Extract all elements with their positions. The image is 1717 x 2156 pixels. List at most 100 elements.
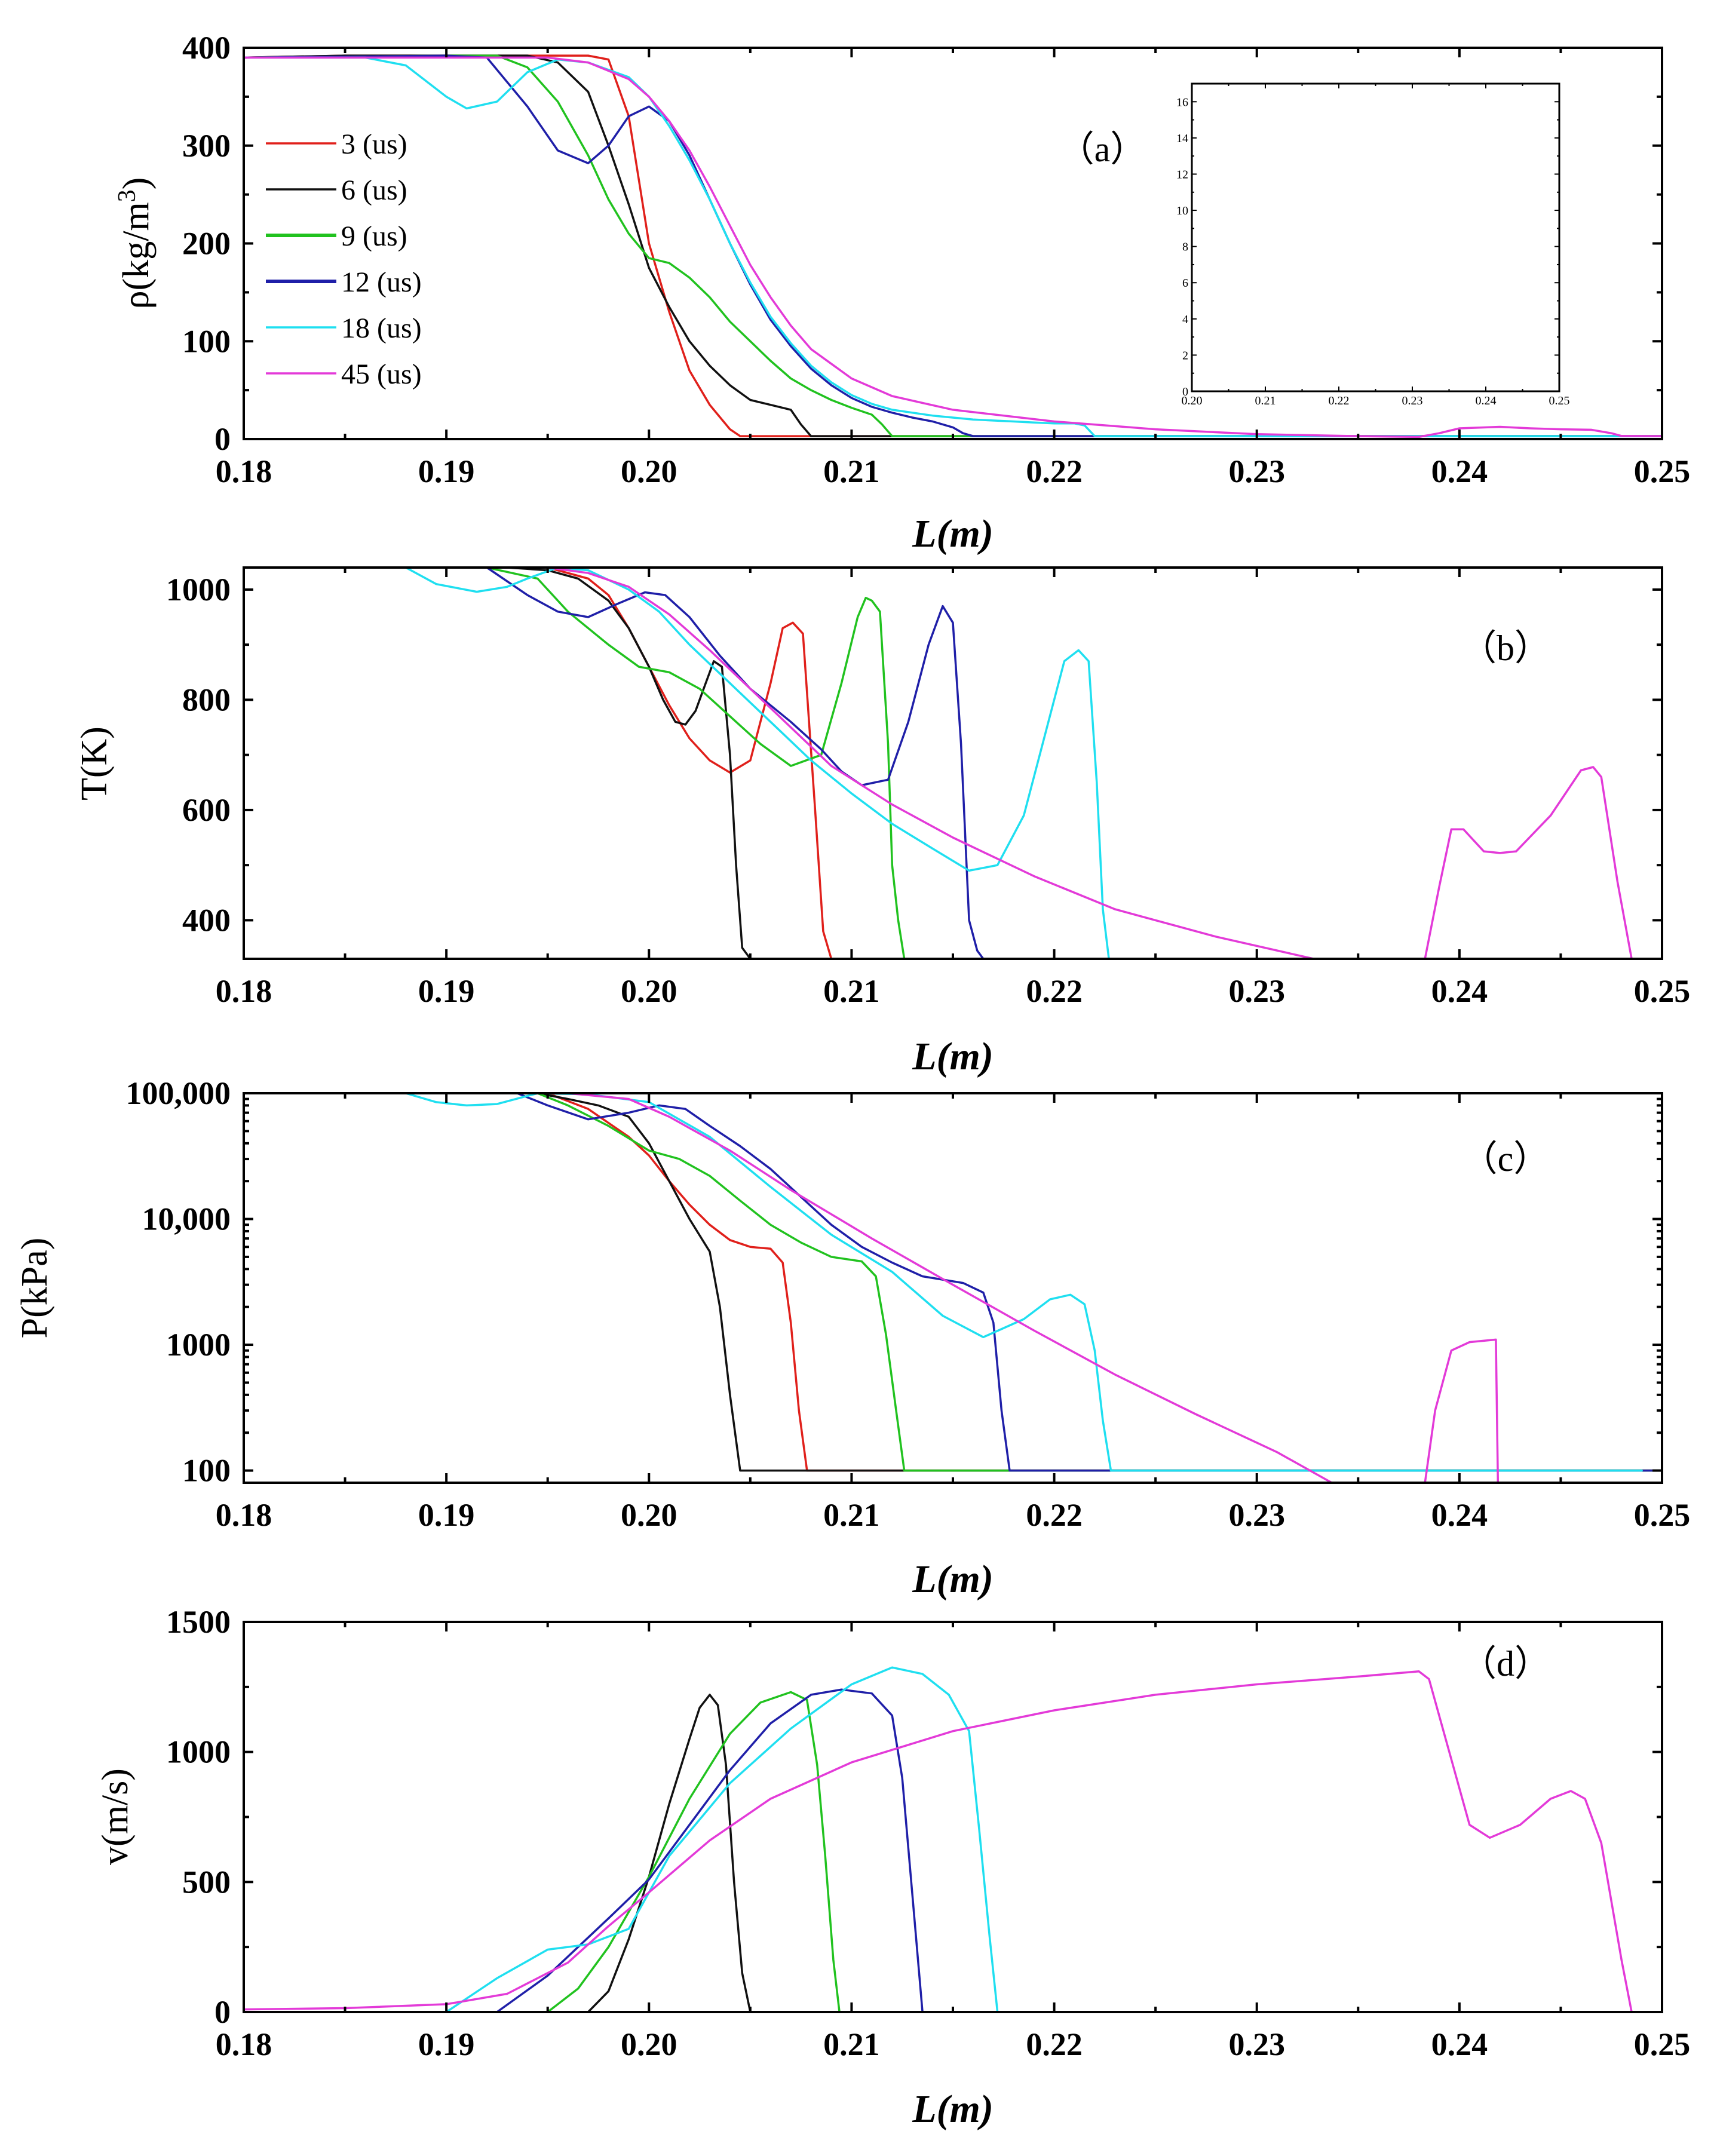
x-tick-label: 0.22 (1026, 1497, 1083, 1533)
y-tick-label: 100 (182, 323, 231, 359)
y-tick-label: 10,000 (142, 1201, 231, 1237)
panel-c: 0.18 0.19 0.20 0.21 0.22 0.23 0.24 0.25 100 1000 1… (14, 1075, 1690, 1601)
x-tick-label: 0.24 (1431, 973, 1488, 1009)
legend: 3 (us) 6 (us) 9 (us) 12 (us) 18 (us) 45 (us) (266, 128, 422, 390)
y-tick-label: 10 (1176, 204, 1188, 217)
y-tick-label: 1000 (166, 1327, 231, 1363)
panel-a-inset: 0.20 0.21 0.22 0.23 0.24 0.25 0 2 4 6 8 10 12 14 16 (1176, 82, 1570, 407)
x-tick-label: 0.21 (1255, 394, 1276, 407)
x-tick-label: 0.19 (418, 973, 475, 1009)
y-axis-title: ρ(kg/m3) (114, 177, 157, 309)
x-tick-label: 0.20 (621, 453, 677, 489)
x-tick-label: 0.23 (1228, 2026, 1285, 2062)
series-line-18-us (445, 1666, 999, 2012)
x-tick-label: 0.20 (621, 973, 677, 1009)
x-tick-label: 0.20 (621, 1497, 677, 1533)
x-tick-label: 0.25 (1549, 394, 1570, 407)
x-tick-label: 0.19 (418, 1497, 475, 1533)
y-tick-label: 4 (1182, 313, 1188, 326)
series-line-45-us (244, 56, 1662, 438)
y-tick-label: 500 (182, 1864, 231, 1900)
y-tick-label: 0 (214, 1994, 231, 2030)
series-line-18-us (244, 56, 1662, 437)
plot-frame (243, 1092, 1663, 1484)
legend-entry: 45 (us) (341, 358, 422, 390)
y-tick-label: 600 (182, 792, 231, 828)
y-tick-label: 100 (182, 1453, 231, 1489)
panel-label: （a） (1059, 130, 1146, 169)
y-tick-label: 1000 (166, 1734, 231, 1770)
series-line-45-us (566, 1092, 1500, 1483)
series-line-9-us (244, 54, 1662, 437)
x-tick-label: 0.18 (216, 453, 272, 489)
panel-b: 0.18 0.19 0.20 0.21 0.22 0.23 0.24 0.25 400 600 80… (74, 566, 1691, 1078)
x-tick-label: 0.22 (1329, 394, 1350, 407)
x-tick-label: 0.23 (1228, 973, 1285, 1009)
x-tick-label: 0.19 (418, 453, 475, 489)
x-axis-title: L(m) (912, 1557, 994, 1601)
x-tick-label: 0.23 (1228, 1497, 1285, 1533)
x-tick-label: 0.24 (1431, 453, 1488, 489)
x-tick-label: 0.21 (823, 973, 880, 1009)
legend-entry: 6 (us) (341, 174, 407, 206)
y-tick-label: 16 (1176, 96, 1188, 109)
series-line-6-us (244, 54, 1662, 437)
plot-frame (243, 1621, 1663, 2013)
series-line-45-us (244, 1670, 1633, 2012)
x-tick-label: 0.18 (216, 973, 272, 1009)
panel-label: （d） (1461, 1644, 1550, 1683)
series-line-6-us (587, 1694, 752, 2012)
x-tick-label: 0.20 (1182, 394, 1203, 407)
panel-d: 0.18 0.19 0.20 0.21 0.22 0.23 0.24 0.25 0 500 1000… (95, 1604, 1690, 2131)
series-group (404, 1092, 1662, 1483)
x-tick-label: 0.23 (1402, 394, 1423, 407)
x-axis-title: L(m) (912, 2087, 994, 2131)
series-line-9-us (536, 1092, 1662, 1472)
x-tick-label: 0.25 (1634, 2026, 1691, 2062)
y-tick-label: 800 (182, 682, 231, 717)
x-tick-label: 0.22 (1026, 453, 1083, 489)
y-tick-label: 1000 (166, 572, 231, 608)
legend-entry: 9 (us) (341, 220, 407, 252)
series-line-12-us (496, 1688, 924, 2012)
x-tick-label: 0.22 (1026, 2026, 1083, 2062)
y-axis-title: v(m/s) (95, 1768, 136, 1865)
series-line-45-us (546, 566, 1633, 959)
x-tick-label: 0.18 (216, 2026, 272, 2062)
plot-frame (1191, 82, 1560, 392)
series-line-6-us (506, 566, 752, 959)
x-tick-label: 0.25 (1634, 973, 1691, 1009)
series-line-12-us (516, 1092, 1662, 1472)
series-line-9-us (486, 566, 906, 959)
y-tick-label: 14 (1176, 132, 1188, 145)
x-tick-label: 0.24 (1431, 1497, 1488, 1533)
y-tick-label: 6 (1182, 277, 1188, 290)
x-tick-label: 0.22 (1026, 973, 1083, 1009)
y-tick-label: 0 (1182, 385, 1188, 398)
legend-entry: 3 (us) (341, 128, 407, 160)
y-axis-title: P(kPa) (14, 1238, 55, 1339)
y-tick-label: 400 (182, 30, 231, 66)
y-tick-label: 2 (1182, 349, 1188, 362)
x-tick-label: 0.24 (1431, 2026, 1488, 2062)
y-axis-title: T(K) (74, 726, 115, 801)
x-tick-label: 0.25 (1634, 453, 1691, 489)
series-group (404, 566, 1633, 959)
x-axis-title: L(m) (912, 512, 994, 556)
x-tick-label: 0.21 (823, 2026, 880, 2062)
series-group (244, 1666, 1633, 2012)
y-tick-label: 400 (182, 902, 231, 938)
x-tick-label: 0.25 (1634, 1497, 1691, 1533)
series-line-6-us (536, 1092, 1662, 1472)
y-tick-label: 200 (182, 226, 231, 262)
panel-label: （c） (1462, 1139, 1550, 1179)
x-tick-label: 0.23 (1228, 453, 1285, 489)
legend-entry: 12 (us) (341, 266, 422, 298)
y-tick-label: 12 (1176, 168, 1188, 181)
panel-label: （b） (1461, 628, 1550, 668)
y-tick-label: 8 (1182, 241, 1188, 254)
legend-entry: 18 (us) (341, 312, 422, 344)
x-tick-label: 0.21 (823, 1497, 880, 1533)
series-line-12-us (486, 566, 985, 959)
series-line-18-us (404, 566, 1110, 959)
